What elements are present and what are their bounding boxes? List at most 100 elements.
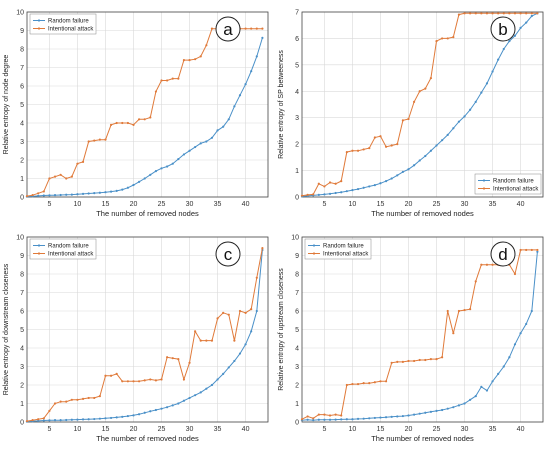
- y-tick-label: 8: [20, 47, 24, 54]
- legend-label: Random failure: [323, 244, 364, 250]
- data-point: [340, 414, 343, 417]
- data-point: [25, 194, 29, 198]
- data-point: [25, 419, 29, 423]
- data-point: [379, 416, 382, 419]
- data-point: [166, 165, 169, 168]
- data-point: [323, 418, 326, 421]
- data-point: [513, 272, 517, 276]
- y-tick-label: 5: [20, 327, 24, 334]
- data-point: [424, 411, 427, 414]
- data-point: [379, 380, 382, 383]
- data-point: [396, 143, 399, 146]
- data-point: [368, 147, 371, 150]
- data-point: [435, 144, 438, 147]
- y-tick-label: 8: [295, 272, 299, 279]
- data-point: [306, 193, 309, 196]
- legend-marker: [37, 252, 41, 255]
- x-tick-label: 40: [517, 201, 525, 208]
- data-point: [485, 82, 489, 85]
- x-tick-label: 15: [102, 426, 110, 433]
- data-point: [132, 380, 135, 383]
- data-point: [536, 12, 539, 15]
- data-point: [530, 12, 533, 15]
- data-point: [300, 418, 304, 421]
- x-tick-label: 40: [242, 426, 250, 433]
- data-point: [519, 248, 522, 252]
- data-point: [177, 402, 180, 405]
- data-point: [407, 117, 410, 121]
- data-point: [205, 387, 208, 390]
- plot-frame: [301, 11, 544, 198]
- data-point: [463, 308, 466, 312]
- data-point: [317, 182, 320, 185]
- y-tick-label: 9: [20, 28, 24, 35]
- x-axis-label: The number of removed nodes: [96, 434, 199, 443]
- data-point: [429, 149, 433, 152]
- data-point: [418, 159, 421, 162]
- data-point: [384, 180, 388, 183]
- data-point: [407, 359, 410, 363]
- data-point: [407, 168, 410, 171]
- data-point: [452, 332, 455, 335]
- data-point: [104, 374, 107, 377]
- data-point: [98, 395, 101, 398]
- data-point: [65, 177, 68, 180]
- x-tick-label: 35: [214, 426, 222, 433]
- data-point: [401, 119, 404, 122]
- data-point: [121, 380, 124, 383]
- data-point: [160, 378, 163, 381]
- data-point: [171, 357, 174, 360]
- x-tick-label: 35: [214, 201, 222, 208]
- data-point: [328, 418, 332, 421]
- x-tick-label: 20: [130, 201, 138, 208]
- plot-frame: [26, 236, 269, 423]
- data-point: [132, 123, 135, 126]
- y-tick-label: 10: [16, 10, 24, 17]
- data-point: [104, 191, 107, 194]
- panel-label-circle: [490, 241, 516, 267]
- data-point: [53, 194, 57, 197]
- data-point: [233, 359, 236, 363]
- data-point: [126, 121, 129, 125]
- x-tick-label: 30: [186, 201, 194, 208]
- data-point: [65, 400, 68, 403]
- data-point: [109, 190, 113, 193]
- data-point: [132, 183, 135, 187]
- data-point: [362, 417, 365, 420]
- data-point: [457, 309, 461, 313]
- data-point: [379, 182, 382, 185]
- data-point: [401, 414, 404, 418]
- data-point: [182, 59, 186, 62]
- data-point: [42, 419, 45, 422]
- data-point: [65, 193, 68, 196]
- legend-label: Intentional attack: [323, 252, 369, 258]
- data-point: [42, 194, 45, 197]
- data-point: [59, 400, 62, 403]
- data-point: [412, 164, 416, 167]
- data-point: [98, 191, 101, 194]
- x-tick-label: 10: [74, 201, 82, 208]
- data-point: [93, 396, 96, 400]
- data-point: [379, 135, 382, 138]
- data-point: [48, 419, 51, 422]
- y-tick-label: 9: [20, 253, 24, 260]
- y-tick-label: 5: [295, 327, 299, 334]
- data-point: [469, 308, 472, 311]
- data-point: [37, 194, 40, 197]
- chart-panel-a: 5 10 15 20 25 30 35 40 0 1 2 3 4 5 6 7 8 9 10 The number of…: [3, 10, 269, 218]
- data-point: [491, 263, 494, 266]
- data-point: [328, 192, 332, 195]
- data-point: [238, 309, 242, 313]
- legend-marker: [37, 19, 41, 22]
- data-point: [351, 418, 354, 421]
- legend-marker: [312, 244, 316, 247]
- data-point: [177, 358, 180, 361]
- y-tick-label: 8: [20, 272, 24, 279]
- data-point: [390, 177, 393, 180]
- data-point: [115, 121, 118, 125]
- x-tick-label: 30: [461, 201, 469, 208]
- data-point: [469, 12, 472, 15]
- data-point: [210, 383, 214, 387]
- data-point: [255, 55, 258, 58]
- data-point: [261, 27, 264, 30]
